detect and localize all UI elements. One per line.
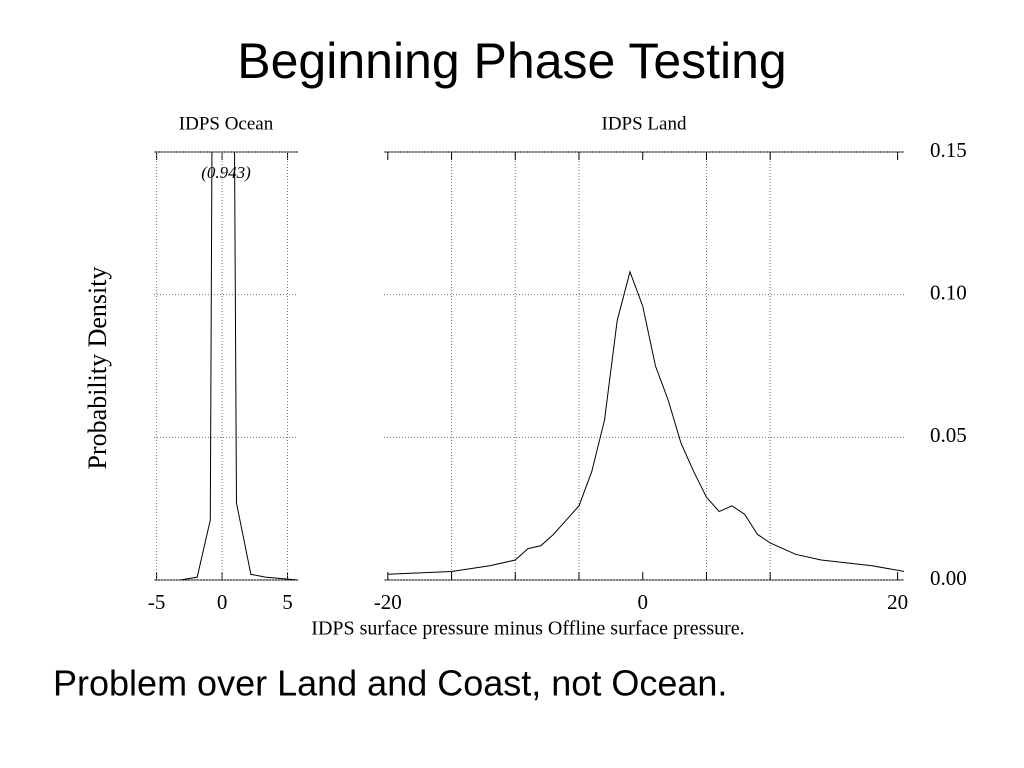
slide-title: Beginning Phase Testing <box>237 33 787 89</box>
x-tick-label: 20 <box>887 590 908 614</box>
panel-title: IDPS Ocean <box>179 113 274 134</box>
x-axis-label: IDPS surface pressure minus Offline surf… <box>311 618 744 640</box>
panel-title: IDPS Land <box>602 113 687 134</box>
x-tick-label: 0 <box>637 590 648 614</box>
data-line <box>387 270 904 575</box>
y-axis-label: Probability Density <box>83 267 112 470</box>
x-tick-label: -5 <box>148 590 166 614</box>
data-line <box>180 152 298 580</box>
caption: Problem over Land and Coast, not Ocean. <box>53 663 727 704</box>
y-tick-label: 0.05 <box>930 423 967 447</box>
x-tick-label: 0 <box>217 590 228 614</box>
annotation: (0.943) <box>201 163 251 182</box>
y-tick-label: 0.00 <box>930 566 967 590</box>
y-tick-label: 0.15 <box>930 138 967 162</box>
x-tick-label: 5 <box>282 590 293 614</box>
y-tick-label: 0.10 <box>930 280 967 304</box>
x-tick-label: -20 <box>374 590 402 614</box>
